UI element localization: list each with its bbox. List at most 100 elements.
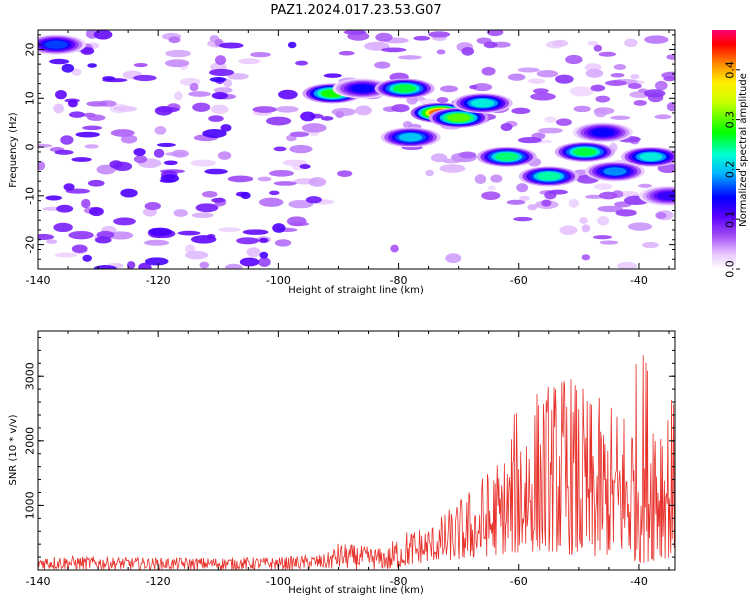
heatmap-cell bbox=[487, 185, 496, 191]
heatmap-cell bbox=[481, 66, 496, 76]
heatmap-cell bbox=[513, 216, 533, 222]
heatmap-cell bbox=[273, 146, 287, 152]
heatmap-cell bbox=[568, 198, 580, 208]
heatmap-cell bbox=[500, 123, 513, 131]
x-tick-label: -100 bbox=[266, 274, 291, 287]
snr-ticks: -140 -120 -100 -80 -60 -40 1000 2000 3000 bbox=[24, 331, 675, 588]
heatmap-cell bbox=[242, 229, 269, 235]
heatmap-cell bbox=[624, 38, 638, 48]
heatmap-cell bbox=[199, 261, 210, 269]
heatmap-cell bbox=[436, 49, 446, 55]
heatmap-cell bbox=[273, 181, 297, 186]
heatmap-cell bbox=[120, 188, 138, 198]
x-tick-label: -40 bbox=[630, 274, 648, 287]
heatmap-cell bbox=[595, 95, 611, 103]
heatmap-hotspot bbox=[44, 40, 68, 49]
y-tick-label: -10 bbox=[24, 187, 37, 205]
heatmap-cell bbox=[506, 199, 526, 205]
x-tick-label: -80 bbox=[390, 274, 408, 287]
heatmap-cell bbox=[305, 196, 322, 204]
heatmap-cell bbox=[481, 191, 501, 200]
heatmap-cell bbox=[343, 30, 367, 35]
x-tick-label: -60 bbox=[510, 274, 528, 287]
heatmap-cell bbox=[425, 169, 435, 177]
heatmap-cell bbox=[174, 91, 183, 101]
colorbar-tick-label: 0.2 bbox=[724, 161, 737, 179]
heatmap-cell bbox=[585, 194, 604, 199]
heatmap-cell bbox=[87, 179, 105, 187]
spectrogram-y-axis-label: Frequency (Hz) bbox=[8, 112, 19, 188]
heatmap-cell bbox=[223, 78, 232, 88]
heatmap-hotspot bbox=[350, 84, 375, 93]
heatmap-cell bbox=[71, 68, 82, 76]
heatmap-cell bbox=[202, 129, 227, 138]
heatmap-cell bbox=[258, 257, 271, 267]
heatmap-cell bbox=[208, 115, 224, 122]
spectrogram-x-axis-label: Height of straight line (km) bbox=[288, 285, 424, 296]
heatmap-cell bbox=[218, 227, 241, 233]
heatmap-hotspot bbox=[603, 167, 627, 176]
heatmap-cell bbox=[133, 155, 148, 164]
heatmap-cell bbox=[381, 47, 407, 53]
colorbar-gradient bbox=[712, 30, 736, 269]
heatmap-cell bbox=[274, 239, 292, 247]
heatmap-cell bbox=[536, 69, 559, 78]
heatmap-cell bbox=[211, 92, 229, 100]
heatmap-cell bbox=[299, 164, 311, 170]
heatmap-cell bbox=[461, 47, 475, 56]
heatmap-cell bbox=[436, 97, 449, 104]
heatmap-cell bbox=[287, 41, 297, 49]
heatmap-cell bbox=[173, 209, 188, 217]
heatmap-cell bbox=[527, 78, 546, 84]
heatmap-cell bbox=[55, 89, 67, 100]
heatmap-cell bbox=[190, 235, 217, 244]
heatmap-cell bbox=[75, 131, 100, 138]
x-tick-label: -120 bbox=[146, 575, 171, 588]
heatmap-cell bbox=[160, 174, 180, 183]
heatmap-hotspot bbox=[446, 113, 471, 122]
heatmap-cell bbox=[272, 223, 286, 233]
heatmap-cell bbox=[38, 161, 46, 171]
y-tick-label: 20 bbox=[24, 43, 37, 57]
heatmap-cell bbox=[278, 89, 298, 100]
y-tick-label: 10 bbox=[24, 91, 37, 105]
heatmap-cell bbox=[517, 137, 542, 144]
heatmap-cell bbox=[445, 253, 462, 264]
heatmap-hotspot bbox=[471, 98, 495, 108]
heatmap-cell bbox=[300, 111, 316, 122]
heatmap-cell bbox=[565, 54, 583, 65]
heatmap-cell bbox=[597, 216, 610, 226]
heatmap-cell bbox=[153, 148, 165, 158]
heatmap-cell bbox=[559, 225, 578, 235]
heatmap-cell bbox=[113, 217, 136, 226]
heatmap-cell bbox=[81, 198, 91, 209]
heatmap-cell bbox=[579, 217, 588, 224]
heatmap-cell bbox=[538, 127, 563, 134]
heatmap-cell bbox=[439, 164, 466, 173]
heatmap-cell bbox=[215, 55, 227, 66]
heatmap-cell bbox=[275, 105, 299, 113]
heatmap-cell bbox=[289, 144, 313, 154]
heatmap-cell bbox=[458, 151, 477, 159]
heatmap-cell bbox=[239, 257, 260, 267]
heatmap-cell bbox=[163, 160, 178, 166]
heatmap-cell bbox=[148, 227, 173, 237]
heatmap-cell bbox=[63, 183, 75, 191]
heatmap-cell bbox=[240, 191, 251, 200]
heatmap-cell bbox=[593, 183, 613, 190]
heatmap-cell bbox=[338, 50, 355, 56]
x-tick-label: -140 bbox=[26, 575, 51, 588]
heatmap-cell bbox=[258, 197, 284, 207]
heatmap-cell bbox=[288, 199, 314, 209]
heatmap-cell bbox=[38, 233, 55, 240]
y-tick-label: 1000 bbox=[24, 491, 37, 519]
heatmap-cell bbox=[68, 111, 85, 118]
heatmap-cell bbox=[53, 103, 65, 114]
colorbar-tick-label: 0.0 bbox=[724, 260, 737, 278]
heatmap-cell bbox=[154, 126, 167, 135]
heatmap-cell bbox=[171, 149, 189, 158]
heatmap-cell bbox=[374, 61, 391, 69]
heatmap-cell bbox=[252, 106, 277, 113]
heatmap-cell bbox=[530, 92, 556, 101]
colorbar: 0.0 0.1 0.2 0.3 0.4 Normalized spectral ampl… bbox=[712, 30, 749, 278]
